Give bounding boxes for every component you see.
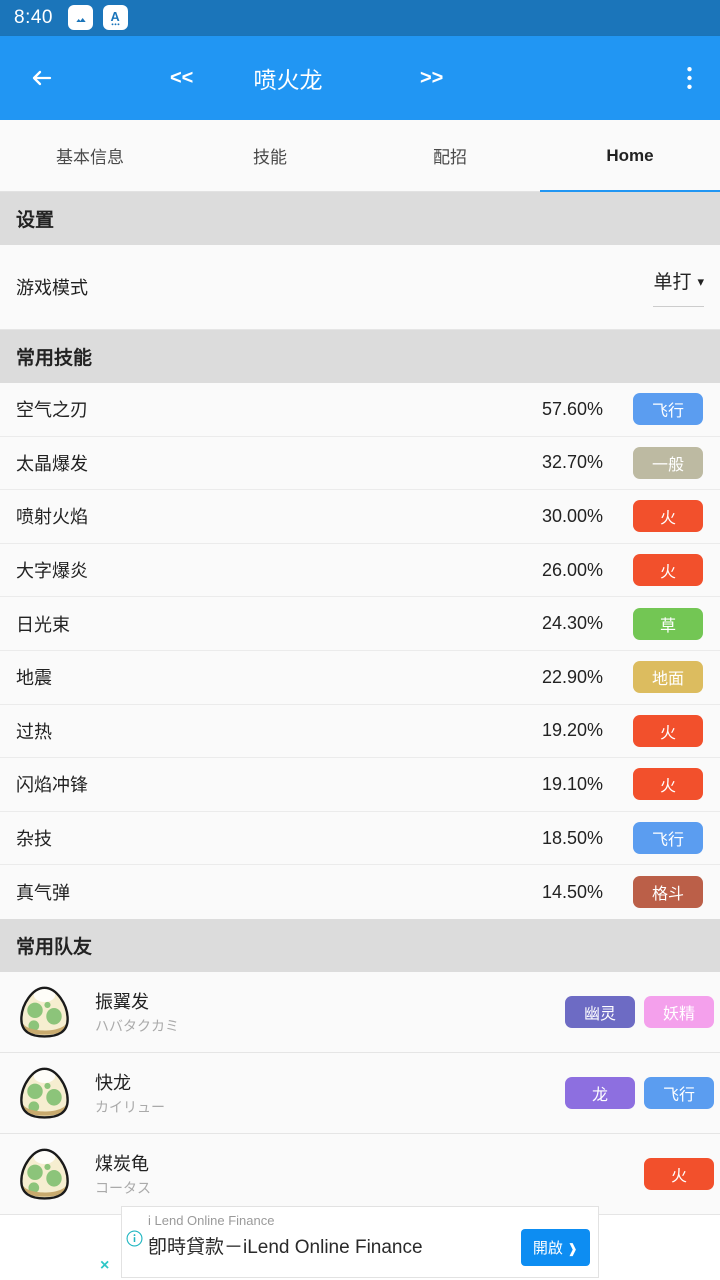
svg-text:A: A [110,9,119,24]
